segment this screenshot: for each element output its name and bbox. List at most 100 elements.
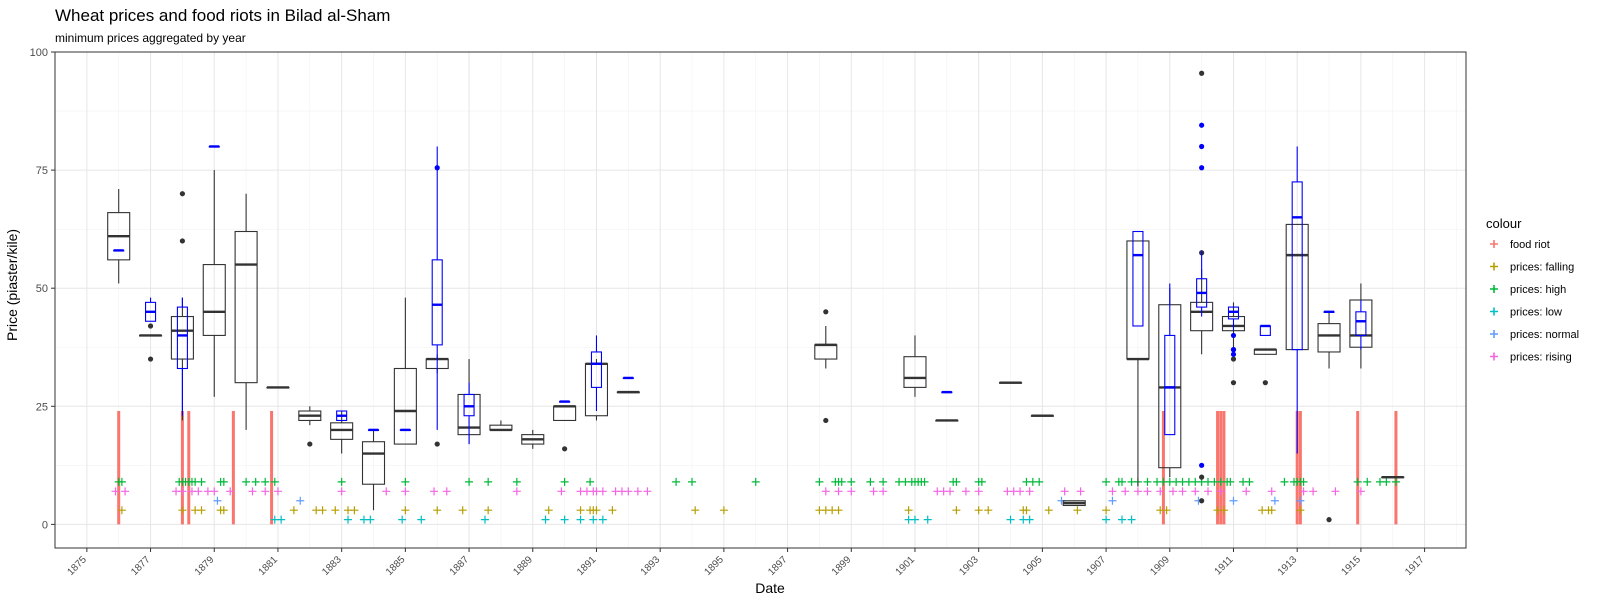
box-outlier xyxy=(1262,380,1268,386)
event-marker xyxy=(382,487,391,496)
event-marker xyxy=(226,487,235,496)
event-marker xyxy=(484,506,493,515)
event-marker xyxy=(1156,487,1165,496)
legend-key xyxy=(1490,262,1498,271)
box-blue xyxy=(1164,283,1176,436)
event-marker xyxy=(484,477,493,486)
box-black xyxy=(1253,348,1277,386)
box-iqr xyxy=(393,367,417,445)
event-marker-layer xyxy=(111,477,1400,524)
event-marker xyxy=(331,506,340,515)
event-marker xyxy=(1143,487,1152,496)
food-riot-layer xyxy=(117,411,1398,525)
event-marker xyxy=(688,477,697,486)
box-outlier xyxy=(1230,380,1237,386)
event-marker xyxy=(847,477,856,486)
event-marker xyxy=(1391,477,1400,486)
event-marker xyxy=(1143,477,1152,486)
box-blue xyxy=(1355,300,1367,350)
box-outlier xyxy=(1230,347,1237,353)
box-blue xyxy=(1323,310,1335,314)
event-marker xyxy=(344,515,353,524)
event-marker xyxy=(1229,496,1238,505)
event-marker xyxy=(273,487,282,496)
event-marker xyxy=(1331,487,1340,496)
event-marker xyxy=(560,477,569,486)
box-iqr xyxy=(1190,301,1214,332)
box-iqr xyxy=(431,259,443,346)
event-marker xyxy=(251,477,260,486)
event-marker xyxy=(178,487,187,496)
event-marker xyxy=(242,477,251,486)
grid xyxy=(54,51,1466,548)
event-marker xyxy=(1102,477,1111,486)
legend-label: prices: normal xyxy=(1510,329,1579,341)
event-marker xyxy=(1168,487,1177,496)
y-tick-label: 0 xyxy=(42,519,48,531)
event-marker xyxy=(178,506,187,515)
event-marker xyxy=(1118,515,1127,524)
box-blue xyxy=(176,297,188,416)
event-marker xyxy=(1102,506,1111,515)
box-iqr xyxy=(361,441,386,485)
event-marker xyxy=(1309,487,1318,496)
box-iqr xyxy=(234,230,258,384)
box-blue xyxy=(1132,230,1144,327)
event-marker xyxy=(946,487,955,496)
event-marker xyxy=(1299,487,1308,496)
event-marker xyxy=(821,487,830,496)
box-blue xyxy=(208,145,220,148)
event-marker xyxy=(866,477,875,486)
event-marker xyxy=(923,515,932,524)
box-blue xyxy=(463,382,475,445)
box-iqr xyxy=(1164,334,1176,436)
event-marker xyxy=(557,487,566,496)
event-marker xyxy=(576,506,585,515)
event-marker xyxy=(337,477,346,486)
event-marker xyxy=(1060,487,1069,496)
box-blue xyxy=(1259,324,1271,336)
box-outlier xyxy=(1230,332,1237,339)
legend-title: colour xyxy=(1486,216,1522,231)
event-marker xyxy=(433,506,442,515)
box-iqr xyxy=(176,306,188,370)
event-marker xyxy=(834,506,843,515)
plot-panel xyxy=(55,52,1466,548)
event-marker xyxy=(1382,477,1391,486)
event-marker xyxy=(1356,487,1365,496)
event-marker xyxy=(1226,477,1235,486)
box-black xyxy=(1317,311,1341,523)
box-outlier xyxy=(147,323,154,329)
legend-label: prices: low xyxy=(1510,307,1562,319)
event-marker xyxy=(977,477,986,486)
event-marker xyxy=(1216,487,1225,496)
event-marker xyxy=(1102,515,1111,524)
event-marker xyxy=(624,487,633,496)
event-marker xyxy=(1076,487,1085,496)
event-marker xyxy=(879,487,888,496)
chart-subtitle: minimum prices aggregated by year xyxy=(55,31,246,45)
event-marker xyxy=(442,487,451,496)
box-black xyxy=(489,420,513,432)
event-marker xyxy=(1191,487,1200,496)
event-marker xyxy=(1108,487,1117,496)
event-marker xyxy=(1245,477,1254,486)
event-marker xyxy=(643,487,652,496)
event-marker xyxy=(751,477,760,486)
legend-key xyxy=(1490,307,1498,316)
event-marker xyxy=(1162,506,1171,515)
box-black xyxy=(107,188,131,284)
event-marker xyxy=(1280,477,1289,486)
box-iqr xyxy=(1317,323,1341,353)
box-outlier xyxy=(307,441,313,447)
event-marker xyxy=(560,515,569,524)
event-marker xyxy=(961,487,970,496)
event-marker xyxy=(719,506,728,515)
event-marker xyxy=(512,487,521,496)
event-marker xyxy=(417,515,426,524)
legend-label: prices: high xyxy=(1510,284,1566,296)
event-marker xyxy=(1035,477,1044,486)
event-marker xyxy=(920,477,929,486)
event-marker xyxy=(879,477,888,486)
